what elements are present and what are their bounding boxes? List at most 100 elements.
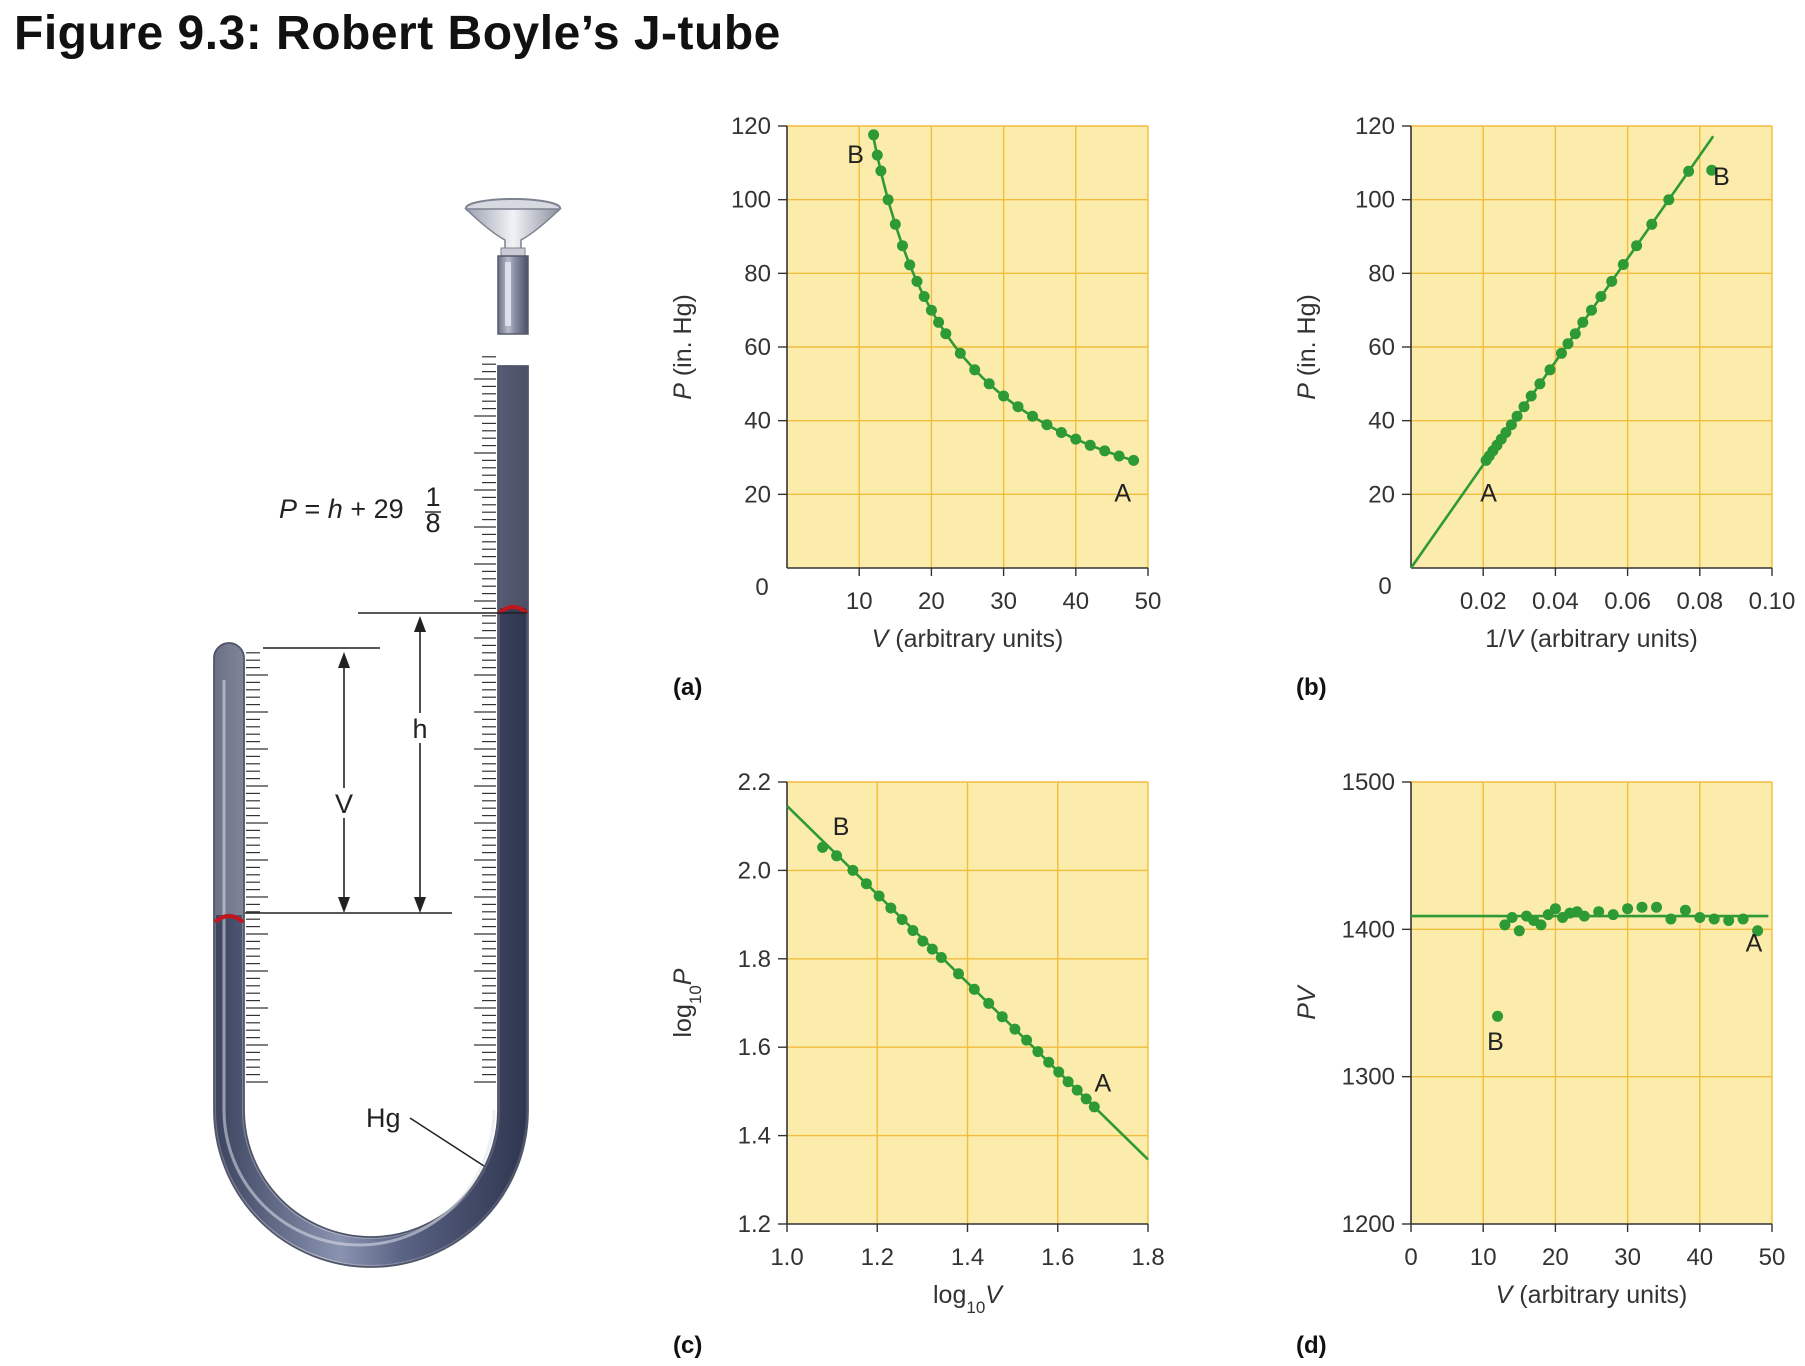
data-point <box>873 890 885 902</box>
data-point <box>996 1011 1008 1023</box>
data-point <box>1595 291 1607 302</box>
data-point <box>969 364 981 376</box>
x-tick-label: 50 <box>1759 1244 1786 1271</box>
data-point <box>889 218 901 230</box>
data-point <box>954 347 966 359</box>
origin-label: 0 <box>1378 573 1391 600</box>
data-point <box>1663 194 1675 206</box>
data-point <box>1128 454 1140 466</box>
data-point <box>875 165 887 177</box>
data-point <box>918 291 930 302</box>
data-point <box>831 850 843 862</box>
x-axis-title: 1/V (arbitrary units) <box>1485 625 1698 653</box>
x-axis-title: V (arbitrary units) <box>1496 1281 1688 1309</box>
point-label-b: B <box>1713 163 1730 191</box>
y-axis-title: PV <box>1293 984 1321 1020</box>
panel-label: (d) <box>1296 1332 1327 1359</box>
data-point <box>1113 450 1125 462</box>
y-tick-label: 40 <box>744 408 771 435</box>
panel-label: (a) <box>673 674 702 701</box>
data-point <box>871 149 883 161</box>
data-point <box>1708 913 1720 925</box>
data-point <box>1525 390 1537 402</box>
chart-pressure-vs-volume: 10 20 30 40 50 20 40 60 80 100 120 0 V (arbitrary un… <box>669 113 1161 701</box>
y-tick-label: 1.8 <box>738 946 771 973</box>
data-point <box>817 841 829 853</box>
data-point <box>1499 919 1511 931</box>
data-point <box>911 275 923 287</box>
y-tick-label: 1400 <box>1342 916 1395 943</box>
data-point <box>1534 378 1546 390</box>
data-point <box>983 997 995 1009</box>
data-point <box>1556 347 1567 359</box>
data-point <box>904 259 916 271</box>
point-label-a: A <box>1095 1069 1112 1097</box>
x-tick-label: 0.02 <box>1460 588 1507 615</box>
data-point <box>998 390 1010 402</box>
y-tick-label: 120 <box>1355 113 1395 140</box>
data-point <box>925 304 937 316</box>
h-label: h <box>412 714 427 744</box>
data-point <box>1506 912 1518 923</box>
x-tick-label: 1.6 <box>1041 1244 1074 1271</box>
y-tick-label: 1.4 <box>738 1123 771 1150</box>
data-point <box>1752 925 1764 937</box>
fraction-denominator: 8 <box>425 508 440 538</box>
x-tick-label: 0.06 <box>1604 588 1651 615</box>
data-point <box>1706 164 1718 176</box>
data-point <box>940 328 952 340</box>
data-point <box>1578 910 1590 922</box>
chart-pv-product-vs-volume: 0 10 20 30 40 50 1200 1300 1400 1500 V (arbitrary … <box>1293 769 1785 1359</box>
data-point <box>933 316 945 328</box>
chart-pressure-vs-inverse-volume: 0.02 0.04 0.06 0.08 0.10 20 40 60 80 100 120 0 1/V (… <box>1293 113 1795 701</box>
y-tick-label: 1.6 <box>738 1034 771 1061</box>
data-point <box>882 194 894 206</box>
fraction-numerator: 1 <box>425 482 440 512</box>
data-point <box>1088 1101 1100 1113</box>
y-tick-label: 1200 <box>1342 1211 1395 1238</box>
x-axis-title: V (arbitrary units) <box>872 625 1064 653</box>
y-tick-label: 80 <box>1368 260 1395 287</box>
page-title: Figure 9.3: Robert Boyle’s J-tube <box>14 7 781 60</box>
y-tick-label: 100 <box>731 187 771 214</box>
data-point <box>1055 427 1067 438</box>
data-point <box>1099 445 1111 457</box>
data-point <box>1679 904 1691 916</box>
data-point <box>1631 240 1643 252</box>
data-point <box>1492 1010 1504 1022</box>
y-tick-label: 1.2 <box>738 1211 771 1238</box>
data-point <box>1694 912 1706 923</box>
x-tick-label: 30 <box>1614 1244 1641 1271</box>
data-point <box>1607 909 1619 921</box>
y-tick-label: 60 <box>744 334 771 361</box>
data-point <box>897 240 908 252</box>
origin-label: 0 <box>755 574 768 601</box>
data-point <box>1009 1023 1021 1035</box>
hg-label: Hg <box>366 1103 401 1133</box>
point-label-b: B <box>833 813 850 841</box>
data-point <box>860 878 872 890</box>
data-point <box>1513 925 1525 937</box>
x-tick-label: 40 <box>1686 1244 1713 1271</box>
y-tick-label: 20 <box>1368 481 1395 508</box>
data-point <box>1535 919 1547 931</box>
y-tick-label: 2.0 <box>738 857 771 884</box>
y-tick-label: 1300 <box>1342 1064 1395 1091</box>
chart-log-pressure-vs-log-volume: 1.0 1.2 1.4 1.6 1.8 1.2 1.4 1.6 1.8 2.0 2.2 log10V l… <box>669 769 1165 1359</box>
data-point <box>926 943 938 955</box>
x-tick-label: 10 <box>1470 1244 1497 1271</box>
y-tick-label: 20 <box>744 481 771 508</box>
data-point <box>1041 419 1053 431</box>
data-point <box>1586 304 1597 316</box>
point-label-a: A <box>1746 929 1763 957</box>
data-point <box>1012 401 1024 413</box>
h-dimension-arrow <box>414 616 426 913</box>
data-point <box>1032 1046 1044 1058</box>
x-tick-label: 0.04 <box>1532 588 1579 615</box>
data-point <box>847 864 859 876</box>
data-point <box>1651 901 1662 913</box>
data-point <box>907 925 919 936</box>
open-arm-scale <box>474 356 496 1083</box>
data-point <box>1569 328 1581 340</box>
plot-area <box>1411 782 1772 1224</box>
